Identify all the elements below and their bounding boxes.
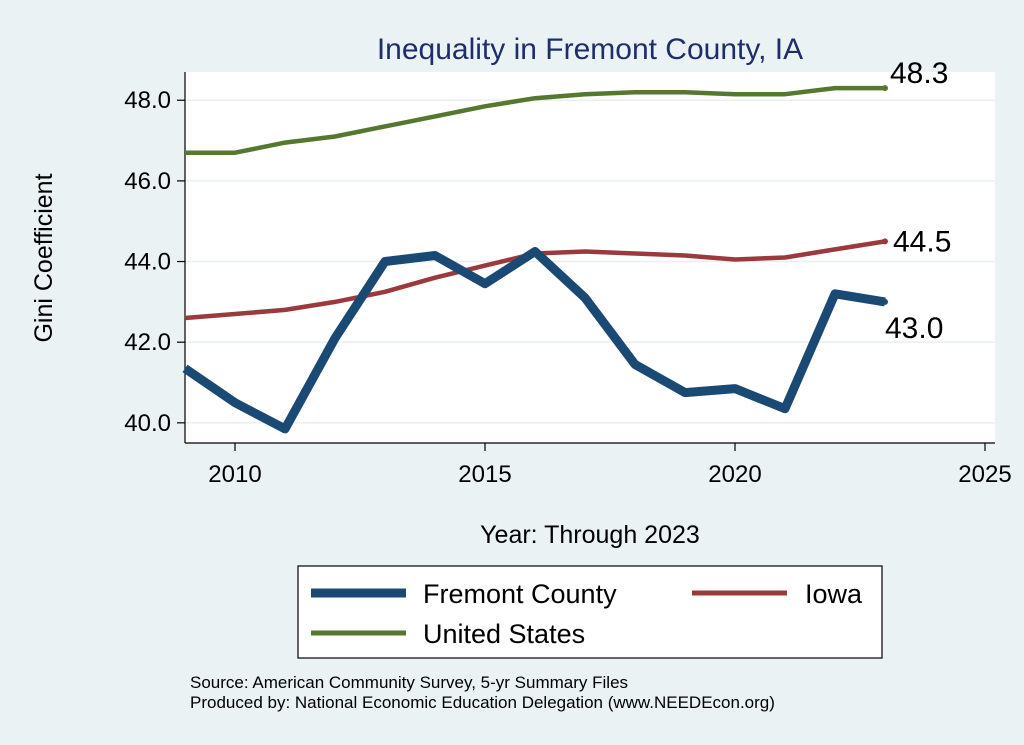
legend: Fremont County Iowa United States — [297, 565, 883, 659]
x-tick-label: 2015 — [458, 461, 511, 488]
chart-title: Inequality in Fremont County, IA — [377, 33, 803, 66]
y-tick-label: 44.0 — [124, 249, 171, 276]
series-line-us — [185, 85, 885, 155]
x-axis-title: Year: Through 2023 — [480, 521, 700, 549]
x-tick-label: 2025 — [958, 461, 1011, 488]
legend-box — [297, 565, 883, 659]
series-endpoint-us — [882, 85, 888, 92]
legend-label-iowa: Iowa — [805, 579, 863, 609]
end-label-iowa: 44.5 — [893, 225, 951, 258]
end-label-fremont: 43.0 — [885, 312, 943, 345]
end-value-labels: 48.3 44.5 43.0 — [885, 57, 951, 345]
x-tick-label: 2010 — [208, 461, 261, 488]
plot-area — [185, 72, 995, 443]
y-tick-label: 48.0 — [124, 87, 171, 114]
source-line-2: Produced by: National Economic Education… — [190, 693, 775, 712]
source-line-1: Source: American Community Survey, 5-yr … — [190, 673, 628, 692]
series-endpoint-fremont — [882, 298, 888, 305]
series-lines — [182, 85, 888, 434]
y-tick-label: 42.0 — [124, 329, 171, 356]
axes: 40.0 42.0 44.0 46.0 48.0 2010 2015 2020 2025 — [124, 72, 1012, 488]
y-tick-label: 46.0 — [124, 168, 171, 195]
series-line-fremont — [182, 247, 886, 434]
y-axis-title: Gini Coefficient — [30, 173, 58, 342]
x-tick-label: 2020 — [708, 461, 761, 488]
legend-label-fremont: Fremont County — [423, 579, 617, 609]
end-label-us: 48.3 — [890, 57, 948, 90]
gridlines — [185, 99, 995, 424]
series-endpoint-iowa — [882, 238, 888, 245]
legend-label-us: United States — [423, 619, 585, 649]
y-tick-label: 40.0 — [124, 410, 171, 437]
